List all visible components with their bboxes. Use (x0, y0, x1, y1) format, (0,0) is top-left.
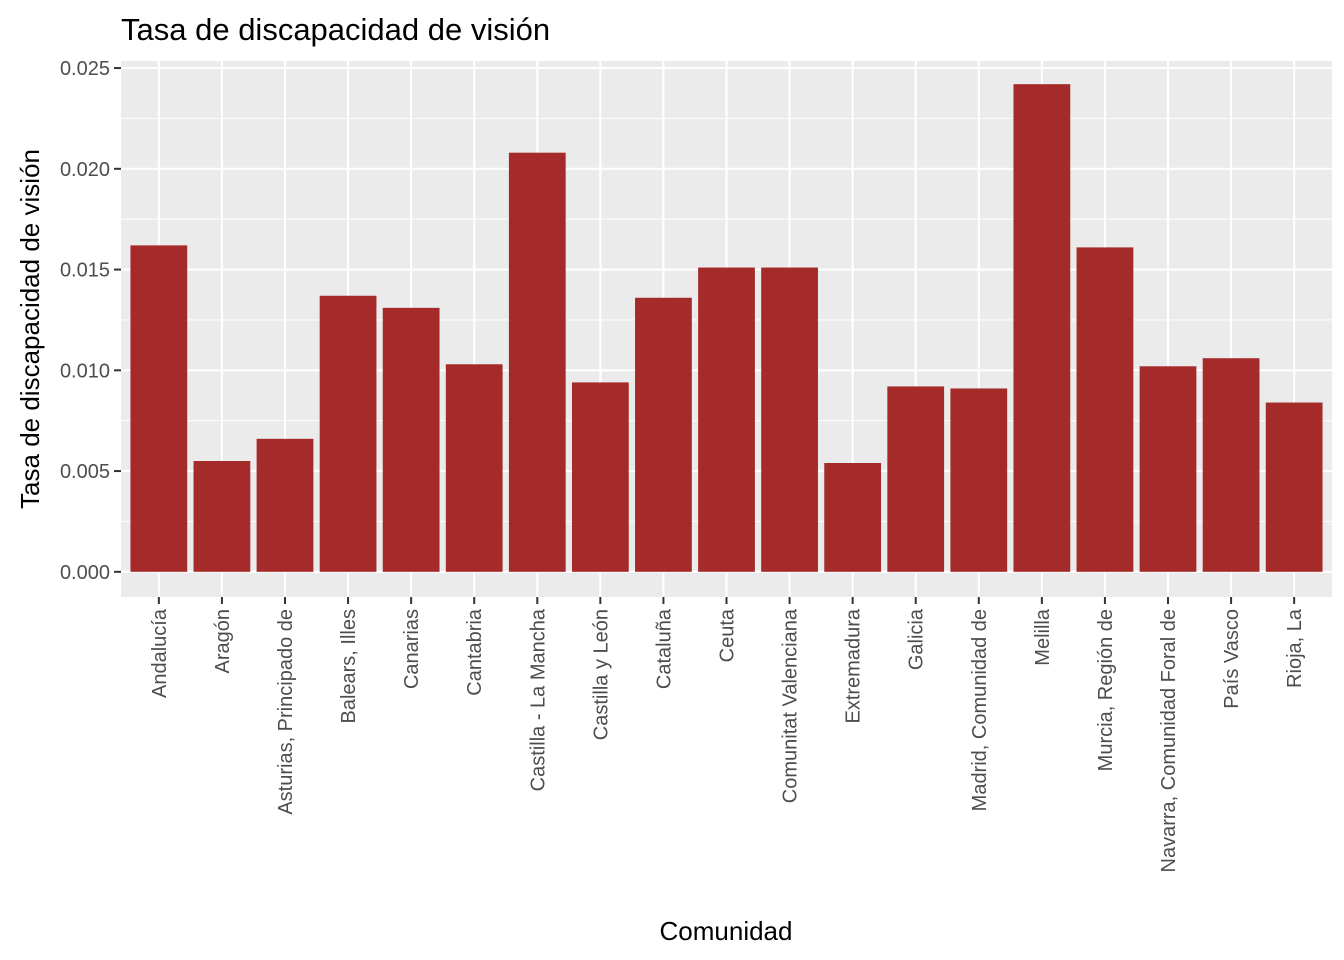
bar (1202, 358, 1260, 572)
bar (887, 386, 945, 572)
bar (571, 382, 629, 572)
x-tick-label: Comunitat Valenciana (780, 608, 802, 803)
y-axis-title: Tasa de discapacidad de visión (15, 149, 45, 509)
x-tick-label: Castilla - La Mancha (527, 608, 549, 791)
bar (824, 463, 882, 572)
x-tick-label: Balears, Illes (338, 609, 360, 724)
bar (319, 295, 377, 572)
bar (1265, 402, 1323, 572)
x-tick-label: Canarias (401, 609, 423, 689)
bar (1013, 84, 1071, 572)
x-tick-label: Cantabria (464, 608, 486, 696)
x-axis: Andalucía Aragón Asturias, Principado de Ba… (149, 597, 1306, 872)
y-tick-label: 0.015 (60, 260, 110, 282)
bar (761, 267, 818, 572)
bar (508, 152, 566, 572)
x-tick-label: Rioja, La (1284, 608, 1306, 688)
x-tick-label: Murcia, Región de (1095, 609, 1117, 771)
y-tick-label: 0.000 (60, 562, 110, 584)
bar (635, 297, 692, 572)
bar (193, 460, 251, 572)
bars (130, 84, 1323, 572)
y-tick-label: 0.005 (60, 461, 110, 483)
x-tick-label: Madrid, Comunidad de (969, 609, 991, 811)
bar (445, 364, 503, 572)
bar (1139, 366, 1197, 572)
bar (256, 438, 314, 572)
x-tick-label: Galicia (906, 608, 928, 670)
bar (382, 307, 440, 572)
x-tick-label: País Vasco (1221, 609, 1243, 709)
x-tick-label: Cataluña (653, 608, 675, 689)
bar (1076, 247, 1134, 572)
x-tick-label: Ceuta (717, 608, 739, 662)
bar (698, 267, 755, 572)
chart-title: Tasa de discapacidad de visión (121, 12, 550, 47)
y-axis: 0.000 0.005 0.010 0.015 0.020 0.025 (60, 58, 121, 584)
bar (950, 388, 1008, 572)
x-tick-label: Andalucía (149, 608, 171, 698)
y-tick-label: 0.020 (60, 159, 110, 181)
x-tick-label: Aragón (212, 609, 234, 674)
x-tick-label: Navarra, Comunidad Foral de (1158, 609, 1180, 872)
bar (130, 245, 188, 572)
x-tick-label: Melilla (1032, 608, 1054, 666)
y-tick-label: 0.010 (60, 360, 110, 382)
x-axis-title: Comunidad (660, 916, 793, 946)
x-tick-label: Castilla y León (590, 609, 612, 740)
x-tick-label: Asturias, Principado de (275, 609, 297, 815)
x-tick-label: Extremadura (843, 608, 865, 723)
y-tick-label: 0.025 (60, 58, 110, 80)
